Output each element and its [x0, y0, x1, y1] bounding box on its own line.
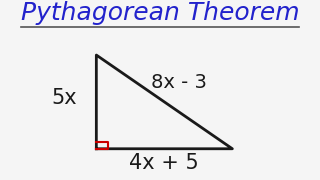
Text: 8x - 3: 8x - 3	[151, 73, 207, 92]
Text: 5x: 5x	[52, 88, 77, 108]
Text: Pythagorean Theorem: Pythagorean Theorem	[21, 1, 299, 25]
Text: 4x + 5: 4x + 5	[130, 153, 199, 173]
